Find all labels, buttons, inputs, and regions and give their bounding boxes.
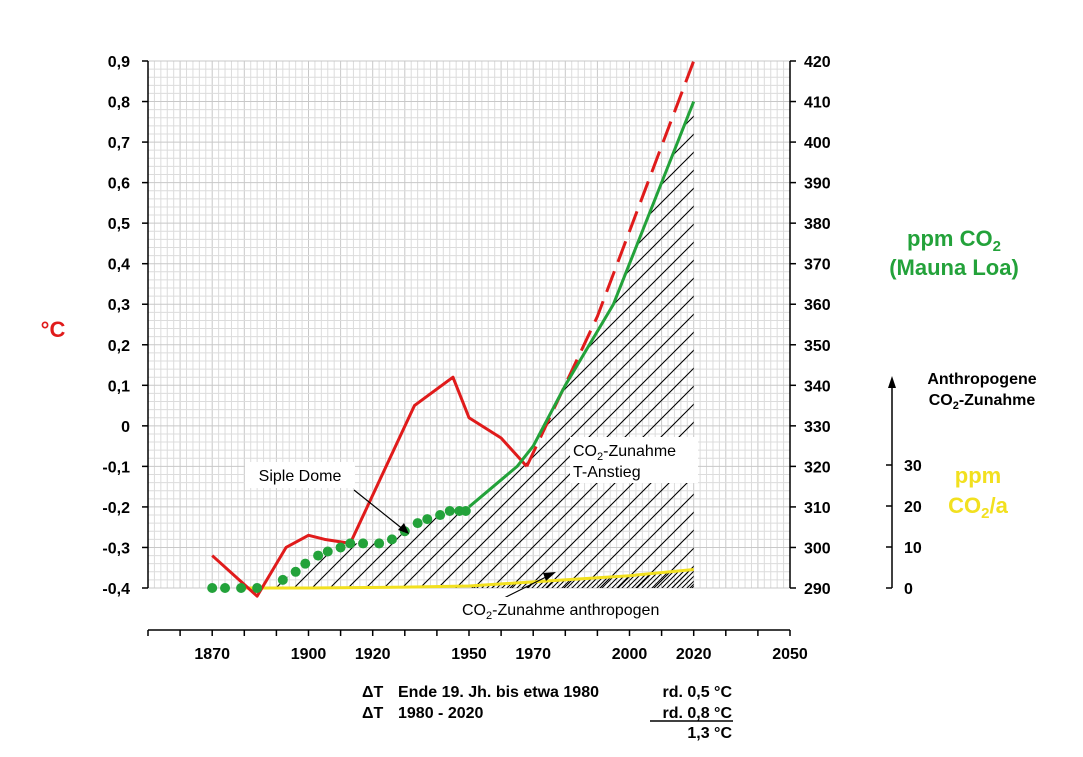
x-tick-label: 2000 — [612, 646, 648, 663]
siple-dome-point — [277, 574, 288, 585]
y-right-tick-label: 290 — [804, 581, 831, 598]
y-right-tick-label: 340 — [804, 378, 831, 395]
series-anthropogenic-co2 — [244, 568, 694, 590]
y-left-tick-label: -0,3 — [102, 540, 130, 557]
y-left-tick-label: -0,2 — [102, 500, 130, 517]
y-right-title-line1: ppm CO2 — [907, 226, 1001, 255]
anthro-arrow — [499, 574, 551, 601]
siple-dome-point — [460, 505, 471, 516]
y-right-tick-label: 350 — [804, 338, 831, 355]
siple-dome-point — [335, 542, 346, 553]
inner-axis-unit-line1: ppm — [955, 463, 1001, 488]
y-left-tick-label: 0,2 — [108, 338, 130, 355]
hatch-label-line2: T-Anstieg — [573, 464, 641, 481]
siple-dome-point — [290, 566, 301, 577]
anthro-label-box — [458, 597, 698, 621]
footer-row2-value: rd. 0,8 °C — [662, 705, 732, 722]
siple-dome-point — [435, 510, 446, 521]
series-temperature-projected — [525, 60, 696, 468]
y-left-title: °C — [41, 317, 66, 342]
y-left-tick-label: 0,9 — [108, 54, 130, 71]
inner-axis-arrow — [888, 376, 896, 388]
y-left-tick-label: 0,4 — [108, 257, 130, 274]
x-tick-label: 2020 — [676, 646, 712, 663]
anthro-arrow-head — [543, 572, 556, 581]
y-left-tick-label: 0,3 — [108, 297, 130, 314]
x-tick-label: 1900 — [291, 646, 327, 663]
siple-dome-point — [358, 538, 369, 549]
x-tick-label: 2050 — [772, 646, 808, 663]
siple-dome-point — [444, 505, 455, 516]
inner-axis-title-line2: CO2-Zunahme — [929, 392, 1036, 412]
y-right-title-line2: (Mauna Loa) — [889, 255, 1019, 280]
footer-row1-text: Ende 19. Jh. bis etwa 1980 — [398, 684, 599, 701]
y-right-tick-label: 370 — [804, 257, 831, 274]
y-left-tick-label: 0,7 — [108, 135, 130, 152]
x-tick-label: 1950 — [451, 646, 487, 663]
inner-axis-tick-label: 20 — [904, 499, 922, 516]
footer-row1-value: rd. 0,5 °C — [662, 684, 732, 701]
siple-dome-label: Siple Dome — [259, 468, 342, 485]
hatch-label-line1: CO2-Zunahme — [573, 443, 676, 463]
y-right-tick-label: 400 — [804, 135, 831, 152]
y-left-tick-label: -0,4 — [102, 581, 130, 598]
y-left-tick-label: 0,8 — [108, 95, 130, 112]
footer-row2-text: 1980 - 2020 — [398, 705, 484, 722]
y-left-tick-label: -0,1 — [102, 459, 130, 476]
y-right-tick-label: 330 — [804, 419, 831, 436]
axis-labels: 0,9 0,8 0,7 0,6 0,5 0,4 0,3 0,2 0,1 0 -0,1 -0,2 -0,3… — [102, 54, 921, 663]
siple-dome-point — [220, 583, 231, 593]
siple-dome-point — [300, 558, 311, 569]
inner-axis-tick-label: 30 — [904, 458, 922, 475]
y-right-tick-label: 390 — [804, 176, 831, 193]
axis-titles: °C ppm CO2 (Mauna Loa) Anthropogene CO2-… — [41, 226, 1037, 522]
x-tick-label: 1870 — [194, 646, 230, 663]
annotations: Siple Dome CO2-Zunahme T-Anstieg CO2-Zun… — [245, 437, 698, 622]
footer-row1-symbol: ΔT — [362, 684, 384, 701]
anthro-label: CO2-Zunahme anthropogen — [462, 602, 659, 622]
footer: ΔT Ende 19. Jh. bis etwa 1980 rd. 0,5 °C… — [362, 684, 733, 742]
y-right-tick-label: 380 — [804, 216, 831, 233]
y-left-tick-label: 0 — [121, 419, 130, 436]
y-right-tick-label: 320 — [804, 459, 831, 476]
siple-dome-point — [322, 546, 333, 557]
siple-dome-box — [245, 462, 355, 488]
siple-dome-arrow-head — [398, 523, 409, 534]
inner-axis-tick-label: 0 — [904, 581, 913, 598]
siple-dome-point — [422, 514, 433, 525]
y-left-tick-label: 0,1 — [108, 378, 130, 395]
footer-row2-symbol: ΔT — [362, 705, 384, 722]
y-right-tick-label: 410 — [804, 95, 831, 112]
y-left-tick-label: 0,6 — [108, 176, 130, 193]
siple-dome-point — [412, 518, 423, 529]
inner-axis-tick-label: 10 — [904, 540, 922, 557]
siple-dome-point — [386, 534, 397, 545]
series-co2-mauna-loa — [468, 100, 696, 509]
y-right-tick-label: 360 — [804, 297, 831, 314]
siple-dome-point — [207, 583, 218, 593]
y-right-tick-label: 300 — [804, 540, 831, 557]
inner-axis-unit-line2: CO2/a — [948, 493, 1008, 522]
siple-dome-point — [236, 583, 247, 593]
siple-dome-point — [252, 583, 263, 593]
x-tick-label: 1920 — [355, 646, 391, 663]
y-right-tick-label: 310 — [804, 500, 831, 517]
siple-dome-point — [313, 550, 324, 561]
siple-dome-arrow — [353, 489, 405, 531]
hatch-label-box — [570, 437, 698, 483]
siple-dome-point — [345, 538, 356, 549]
y-left-tick-label: 0,5 — [108, 216, 130, 233]
siple-dome-point — [374, 538, 385, 549]
y-right-tick-label: 420 — [804, 54, 831, 71]
x-tick-label: 1970 — [515, 646, 551, 663]
axes — [142, 60, 896, 636]
footer-total: 1,3 °C — [687, 725, 732, 742]
inner-axis-title-line1: Anthropogene — [927, 371, 1036, 388]
